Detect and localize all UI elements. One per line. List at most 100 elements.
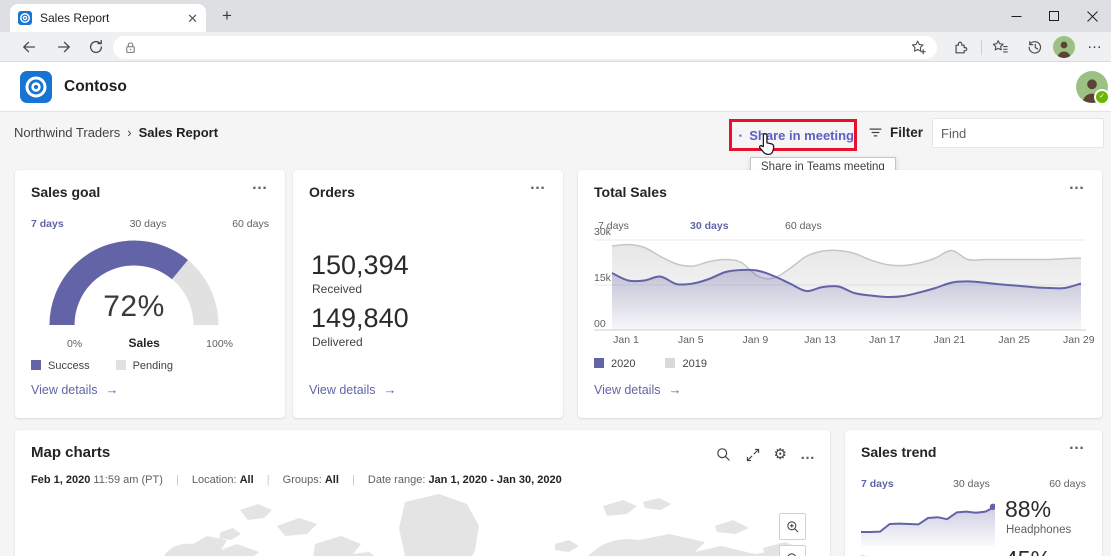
tab-close-icon[interactable]: ✕ xyxy=(187,12,198,25)
tab-60-days[interactable]: 60 days xyxy=(232,218,269,230)
refresh-icon[interactable] xyxy=(87,38,105,56)
orders-delivered-label: Delivered xyxy=(312,335,363,349)
breadcrumb-current: Sales Report xyxy=(139,125,218,140)
legend-swatch xyxy=(116,360,126,370)
share-in-meeting-button[interactable]: Share in meeting xyxy=(729,119,857,151)
gauge-value: 72% xyxy=(39,290,229,324)
tab-30-days[interactable]: 30 days xyxy=(953,478,990,490)
map-meta-line: Feb 1, 2020 11:59 am (PT) | Location: Al… xyxy=(31,474,562,486)
more-options-icon[interactable]: … xyxy=(800,446,816,463)
meta-time: 11:59 am (PT) xyxy=(93,474,163,486)
extensions-icon[interactable] xyxy=(952,38,970,56)
legend-item-pending: Pending xyxy=(116,360,173,372)
legend-swatch xyxy=(31,360,41,370)
expand-icon[interactable] xyxy=(745,447,761,463)
settings-gear-icon[interactable]: ⚙ xyxy=(774,447,787,462)
breadcrumb-parent[interactable]: Northwind Traders xyxy=(14,125,120,140)
favorites-icon[interactable] xyxy=(991,38,1009,56)
user-avatar[interactable]: ✓ xyxy=(1076,71,1108,103)
tab-30-days[interactable]: 30 days xyxy=(130,218,167,230)
meta-date: Feb 1, 2020 xyxy=(31,474,90,486)
gauge-min-label: 0% xyxy=(67,338,82,350)
orders-received-label: Received xyxy=(312,282,362,296)
range-tabs: 7 days 30 days 60 days xyxy=(31,218,269,230)
filter-icon xyxy=(868,125,883,140)
lock-icon[interactable] xyxy=(123,40,138,55)
browser-tab-sales-report[interactable]: Sales Report ✕ xyxy=(10,4,206,32)
map-zoom-in-button[interactable] xyxy=(779,513,806,540)
zoom-in-icon xyxy=(785,519,801,535)
app-header: Contoso ✓ xyxy=(0,62,1111,112)
hand-cursor-icon xyxy=(756,132,777,157)
card-title: Orders xyxy=(309,184,355,200)
tab-title: Sales Report xyxy=(40,11,187,25)
new-tab-button[interactable]: + xyxy=(216,5,238,27)
x-tick-label: Jan 21 xyxy=(934,334,966,346)
gauge-center-label: Sales xyxy=(128,336,159,350)
meta-groups-value: All xyxy=(325,474,339,486)
card-title: Sales trend xyxy=(861,444,936,460)
filter-button[interactable]: Filter xyxy=(868,125,923,140)
toolbar-divider xyxy=(981,40,982,55)
legend-item-success: Success xyxy=(31,360,90,372)
page-toolbar: Northwind Traders›Sales Report Share in … xyxy=(0,112,1111,155)
find-input[interactable] xyxy=(933,126,1111,141)
more-options-icon[interactable]: … xyxy=(1069,436,1087,454)
arrow-right-icon: → xyxy=(668,382,681,397)
x-tick-label: Jan 5 xyxy=(678,334,704,346)
more-options-icon[interactable]: … xyxy=(252,176,270,194)
browser-window: Sales Report ✕ + xyxy=(0,0,1111,556)
x-tick-label: Jan 13 xyxy=(804,334,836,346)
range-tabs: 7 days 30 days 60 days xyxy=(861,478,1086,490)
window-minimize-button[interactable] xyxy=(997,0,1035,32)
second-trend-chart xyxy=(861,546,995,556)
tab-7-days[interactable]: 7 days xyxy=(861,478,894,490)
person-silhouette xyxy=(1057,40,1071,58)
orders-delivered-value: 149,840 xyxy=(311,303,409,334)
zoom-out-icon xyxy=(785,551,801,556)
breadcrumb: Northwind Traders›Sales Report xyxy=(14,125,218,140)
legend-swatch xyxy=(594,358,604,368)
gauge-axis-labels: 0% Sales 100% xyxy=(31,336,269,350)
meta-range-value: Jan 1, 2020 - Jan 30, 2020 xyxy=(428,474,561,486)
sales-trend-card: Sales trend … 7 days 30 days 60 days 88%… xyxy=(845,430,1102,556)
browser-profile-avatar[interactable] xyxy=(1053,36,1075,58)
view-details-link[interactable]: View details→ xyxy=(31,382,118,397)
window-maximize-button[interactable] xyxy=(1035,0,1073,32)
view-details-link[interactable]: View details→ xyxy=(594,382,681,397)
back-icon[interactable] xyxy=(20,38,38,56)
find-searchbox[interactable] xyxy=(932,118,1104,148)
tab-7-days[interactable]: 7 days xyxy=(31,218,64,230)
add-favorite-icon[interactable] xyxy=(910,39,927,56)
browser-menu-icon[interactable]: … xyxy=(1087,35,1105,53)
card-title: Map charts xyxy=(31,444,110,461)
window-close-button[interactable] xyxy=(1073,0,1111,32)
gauge-max-label: 100% xyxy=(206,338,233,350)
history-icon[interactable] xyxy=(1026,38,1044,56)
x-tick-label: Jan 9 xyxy=(743,334,769,346)
tab-30-days[interactable]: 30 days xyxy=(690,220,729,232)
tab-60-days[interactable]: 60 days xyxy=(785,220,822,232)
map-zoom-out-button[interactable] xyxy=(779,545,806,556)
world-map xyxy=(15,492,830,556)
view-details-link[interactable]: View details→ xyxy=(309,382,396,397)
chart-legend: 2020 2019 xyxy=(594,358,707,370)
sales-goal-card: Sales goal … 7 days 30 days 60 days 72% … xyxy=(15,170,285,418)
window-controls xyxy=(997,0,1111,32)
search-icon[interactable] xyxy=(715,446,732,463)
more-options-icon[interactable]: … xyxy=(1069,176,1087,194)
presence-available-icon: ✓ xyxy=(1094,89,1110,105)
forward-icon[interactable] xyxy=(55,38,73,56)
tab-60-days[interactable]: 60 days xyxy=(1049,478,1086,490)
address-bar[interactable] xyxy=(113,36,937,59)
meta-groups-label: Groups: xyxy=(283,474,322,486)
orders-card: Orders … 150,394 Received 149,840 Delive… xyxy=(293,170,563,418)
browser-toolbar: … xyxy=(0,32,1111,62)
map-charts-card: Map charts ⚙ … Feb 1, 2020 11:59 am (PT)… xyxy=(15,430,830,556)
x-tick-label: Jan 1 xyxy=(613,334,639,346)
arrow-right-icon: → xyxy=(105,382,118,397)
gauge-legend: Success Pending xyxy=(31,360,173,372)
second-trend-value: 45% xyxy=(1005,546,1051,556)
more-options-icon[interactable]: … xyxy=(530,176,548,194)
x-axis-ticks: Jan 1Jan 5Jan 9Jan 13Jan 17Jan 21Jan 25J… xyxy=(594,334,1086,348)
